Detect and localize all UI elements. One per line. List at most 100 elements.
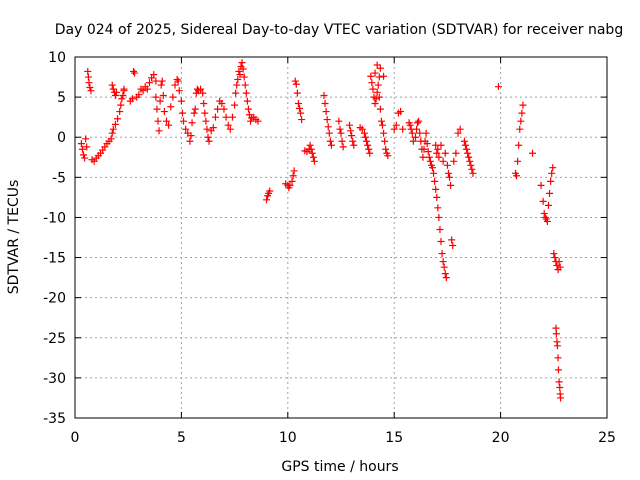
y-tick-label: -20 — [43, 291, 66, 307]
data-point — [425, 153, 433, 161]
x-tick-label: 15 — [385, 430, 403, 446]
data-point — [422, 129, 430, 137]
data-point — [119, 92, 127, 100]
data-point — [371, 100, 379, 108]
data-point — [554, 366, 562, 374]
data-point — [382, 145, 390, 153]
data-point — [436, 225, 444, 233]
data-point — [556, 263, 564, 271]
axes: 0 5 10 15 20 25 -35 -30 -25 -20 -15 -10 -5 0 5 10 — [43, 50, 616, 446]
data-point — [214, 105, 222, 113]
data-point — [443, 161, 451, 169]
data-point — [111, 120, 119, 128]
data-point — [381, 137, 389, 145]
data-point — [553, 262, 561, 270]
data-point — [201, 109, 209, 117]
data-point — [338, 137, 346, 145]
y-tick-label: -15 — [43, 251, 66, 267]
data-point — [555, 378, 563, 386]
data-point — [297, 109, 305, 117]
x-tick-label: 10 — [279, 430, 297, 446]
data-point — [438, 250, 446, 258]
data-point — [363, 137, 371, 145]
x-tick-label: 5 — [177, 430, 186, 446]
data-point — [392, 121, 400, 129]
data-point — [378, 121, 386, 129]
data-point — [85, 79, 93, 87]
data-point — [434, 204, 442, 212]
data-point — [241, 81, 249, 89]
data-point — [367, 72, 375, 80]
data-point — [289, 172, 297, 180]
data-point — [375, 93, 383, 101]
data-point — [452, 149, 460, 157]
y-tick-label: 0 — [57, 130, 66, 146]
data-point — [408, 129, 416, 137]
data-point — [298, 116, 306, 124]
data-point — [159, 92, 167, 100]
data-point — [543, 217, 551, 225]
data-point — [204, 133, 212, 141]
data-point — [513, 172, 521, 180]
data-point — [286, 181, 294, 189]
data-point — [373, 61, 381, 69]
data-point — [433, 149, 441, 157]
data-point — [233, 81, 241, 89]
data-point — [552, 330, 560, 338]
data-point — [540, 209, 548, 217]
data-point — [465, 153, 473, 161]
data-point — [446, 173, 454, 181]
data-point — [224, 121, 232, 129]
data-point — [120, 85, 128, 93]
data-point — [186, 137, 194, 145]
data-point — [143, 85, 151, 93]
data-point — [441, 149, 449, 157]
data-point — [364, 141, 372, 149]
data-point — [420, 145, 428, 153]
data-point — [350, 141, 358, 149]
data-point — [175, 87, 183, 95]
data-point — [152, 93, 160, 101]
data-point — [544, 201, 552, 209]
y-tick-label: -25 — [43, 331, 66, 347]
data-point — [423, 140, 431, 148]
data-point — [154, 117, 162, 125]
data-point — [77, 140, 85, 148]
data-point — [160, 108, 168, 116]
data-point — [414, 119, 422, 127]
data-point — [437, 141, 445, 149]
data-point — [163, 117, 171, 125]
data-point — [336, 125, 344, 133]
data-point — [416, 129, 424, 137]
data-point — [435, 153, 443, 161]
data-point — [494, 83, 502, 91]
data-point — [447, 181, 455, 189]
data-point — [551, 254, 559, 262]
data-point — [430, 169, 438, 177]
data-point — [541, 213, 549, 221]
data-point — [365, 145, 373, 153]
data-point — [469, 169, 477, 177]
data-point — [337, 129, 345, 137]
data-point — [235, 67, 243, 75]
data-point — [514, 157, 522, 165]
data-point — [231, 101, 239, 109]
data-point — [190, 109, 198, 117]
data-point — [516, 125, 524, 133]
data-point — [292, 80, 300, 88]
data-point — [449, 242, 457, 250]
data-point — [226, 125, 234, 133]
data-point — [150, 71, 158, 79]
data-point — [464, 149, 472, 157]
data-point — [236, 71, 244, 79]
data-point — [326, 137, 334, 145]
data-point — [218, 100, 226, 108]
data-point — [200, 100, 208, 108]
data-point — [232, 89, 240, 97]
data-point — [174, 77, 182, 85]
data-point — [130, 67, 138, 75]
data-point — [153, 105, 161, 113]
data-point — [158, 77, 166, 85]
data-point — [349, 137, 357, 145]
data-point — [346, 121, 354, 129]
